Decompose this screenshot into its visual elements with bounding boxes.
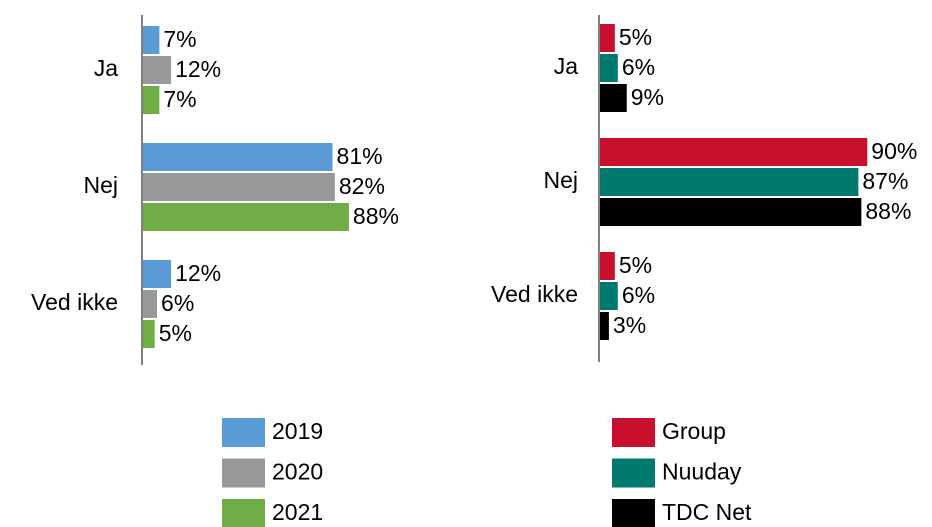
legend-label: Nuuday: [662, 459, 742, 485]
legend-label: Group: [662, 418, 726, 444]
category-label: Ved ikke: [491, 281, 578, 307]
category-label: Nej: [543, 167, 578, 193]
category-label: Ja: [554, 53, 579, 79]
value-label: 82%: [339, 173, 385, 199]
legend-label: TDC Net: [662, 499, 752, 525]
bar: [600, 54, 618, 82]
bar: [600, 252, 615, 280]
legend-swatch: [222, 458, 265, 488]
value-label: 12%: [175, 260, 221, 286]
bar: [143, 320, 155, 348]
legend-swatch: [222, 499, 265, 527]
value-label: 6%: [622, 54, 655, 80]
value-label: 5%: [159, 320, 192, 346]
bar: [143, 290, 158, 318]
bar: [143, 173, 335, 201]
value-label: 9%: [631, 84, 664, 110]
value-label: 3%: [613, 312, 646, 338]
bar: [600, 24, 615, 52]
legend-swatch: [612, 458, 655, 488]
value-label: 81%: [337, 143, 383, 169]
bar: [600, 198, 862, 226]
bar: [600, 138, 868, 166]
bar: [143, 86, 160, 114]
bar: [600, 282, 618, 310]
value-label: 90%: [871, 138, 917, 164]
bar: [600, 312, 609, 340]
value-label: 6%: [161, 290, 194, 316]
bar: [143, 143, 333, 171]
legend-label: 2020: [272, 459, 323, 485]
legend-swatch: [222, 418, 265, 447]
bar: [600, 84, 627, 112]
bar: [143, 26, 160, 54]
legend-swatch: [612, 418, 655, 447]
value-label: 12%: [175, 56, 221, 82]
value-label: 7%: [163, 26, 196, 52]
bar: [600, 168, 859, 196]
value-label: 5%: [619, 252, 652, 278]
legend-label: 2019: [272, 418, 323, 444]
category-label: Ved ikke: [31, 289, 118, 315]
bar: [143, 203, 349, 231]
legend-swatch: [612, 499, 655, 527]
value-label: 7%: [163, 86, 196, 112]
value-label: 88%: [865, 198, 911, 224]
category-label: Ja: [94, 55, 119, 81]
value-label: 88%: [353, 203, 399, 229]
value-label: 6%: [622, 282, 655, 308]
value-label: 5%: [619, 24, 652, 50]
bar: [143, 56, 172, 84]
value-label: 87%: [862, 168, 908, 194]
bar: [143, 260, 172, 288]
legend-label: 2021: [272, 499, 323, 525]
category-label: Nej: [83, 172, 118, 198]
